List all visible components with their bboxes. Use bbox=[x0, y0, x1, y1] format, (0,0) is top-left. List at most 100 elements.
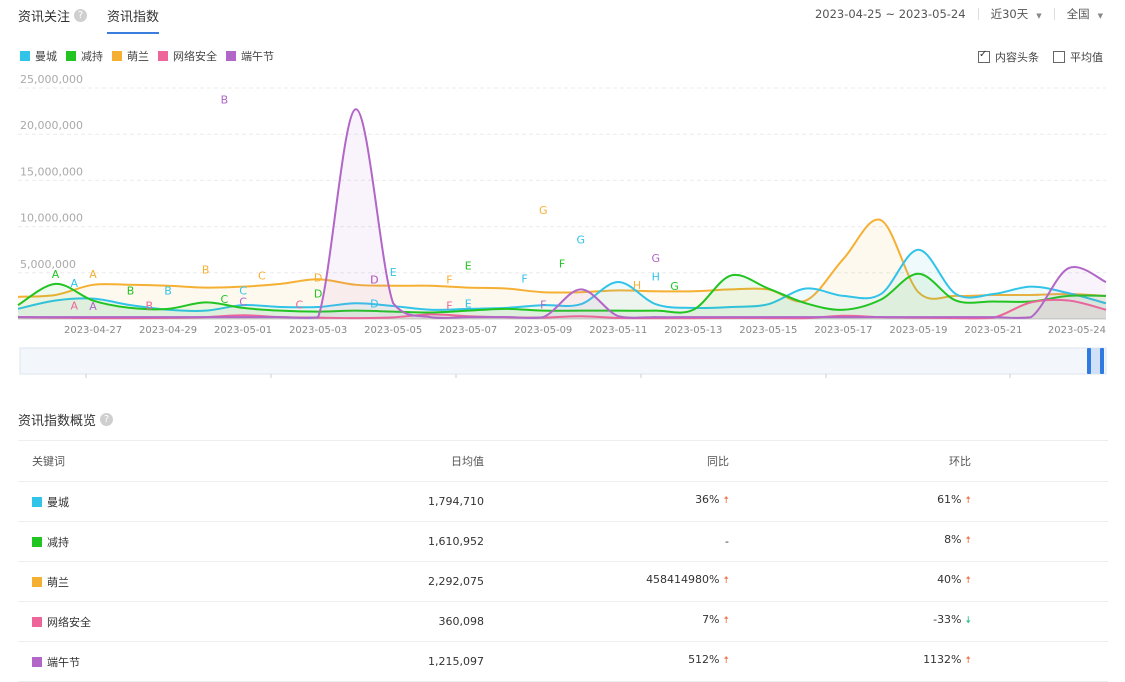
table-row: 网络安全 360,098 7% 🠅 -33% 🠇 bbox=[18, 601, 1108, 642]
annotation-label[interactable]: B bbox=[146, 299, 154, 312]
option-label: 平均值 bbox=[1070, 51, 1103, 64]
annotation-label[interactable]: C bbox=[258, 270, 266, 283]
y-tick-label: 15,000,000 bbox=[20, 165, 83, 178]
navigator-handle-right[interactable] bbox=[1100, 348, 1104, 374]
annotation-label[interactable]: D bbox=[314, 287, 322, 300]
annotation-label[interactable]: C bbox=[296, 298, 304, 311]
tab-news-index[interactable]: 资讯指数 bbox=[107, 0, 160, 34]
checkbox-checked-icon[interactable] bbox=[978, 49, 990, 63]
table-row: 端午节 1,215,097 512% 🠅 1132% 🠅 bbox=[18, 641, 1108, 682]
yoy-value: - bbox=[725, 535, 729, 548]
annotation-label[interactable]: H bbox=[652, 271, 660, 284]
annotation-label[interactable]: F bbox=[521, 273, 527, 286]
chart-options: 内容头条 平均值 bbox=[964, 49, 1103, 65]
mom-value: 1132% bbox=[923, 653, 962, 666]
x-tick-label: 2023-05-17 bbox=[814, 325, 872, 336]
legend-item-mancity[interactable]: 曼城 bbox=[20, 48, 57, 64]
region-select[interactable]: 全国 ▼ bbox=[1067, 6, 1103, 22]
x-tick-label: 2023-05-05 bbox=[364, 325, 422, 336]
cell-spacer bbox=[972, 481, 1108, 522]
x-axis: 2023-04-27 2023-04-29 2023-05-01 2023-05-03… bbox=[64, 325, 1106, 336]
annotation-label[interactable]: E bbox=[465, 260, 472, 273]
arrow-up-icon: 🠅 bbox=[723, 615, 729, 626]
keyword-swatch bbox=[32, 616, 42, 627]
cell-spacer bbox=[972, 601, 1108, 642]
annotation-label[interactable]: A bbox=[52, 268, 60, 281]
annotation-label[interactable]: C bbox=[221, 293, 229, 306]
annotation-label[interactable]: C bbox=[239, 296, 247, 309]
annotation-label[interactable]: F bbox=[559, 258, 565, 271]
cell-daily-avg: 2,292,075 bbox=[253, 561, 486, 602]
tab-news-attention-label: 资讯关注 bbox=[18, 10, 71, 25]
cell-daily-avg: 360,098 bbox=[253, 601, 486, 642]
annotation-label[interactable]: G bbox=[652, 252, 661, 265]
option-average[interactable]: 平均值 bbox=[1053, 49, 1103, 65]
arrow-up-icon: 🠅 bbox=[723, 575, 729, 586]
annotation-label[interactable]: C bbox=[239, 285, 247, 298]
legend-swatch bbox=[20, 51, 30, 61]
cell-keyword: 减持 bbox=[18, 521, 253, 562]
x-tick-label: 2023-05-07 bbox=[439, 325, 497, 336]
series-area bbox=[18, 273, 1106, 319]
annotation-label[interactable]: A bbox=[71, 277, 79, 290]
navigator-handle-left[interactable] bbox=[1087, 348, 1091, 374]
annotation-label[interactable]: A bbox=[89, 300, 97, 313]
annotation-label[interactable]: B bbox=[164, 285, 172, 298]
x-tick-label: 2023-05-21 bbox=[964, 325, 1022, 336]
option-headline[interactable]: 内容头条 bbox=[978, 49, 1039, 65]
time-navigator: 2017 2018 2019 2020 2021 2022 2023 bbox=[4, 347, 1107, 382]
mom-value: -33% bbox=[933, 613, 962, 626]
annotation-label[interactable]: G bbox=[670, 280, 679, 293]
legend-label: 减持 bbox=[81, 50, 103, 63]
arrow-up-icon: 🠅 bbox=[965, 535, 971, 546]
legend-item-cybersecurity[interactable]: 网络安全 bbox=[158, 48, 217, 64]
mom-value: 61% bbox=[937, 493, 962, 506]
x-tick-label: 2023-05-13 bbox=[664, 325, 722, 336]
date-range[interactable]: 2023-04-25 ~ 2023-05-24 bbox=[814, 7, 966, 21]
tab-news-attention[interactable]: 资讯关注 ? bbox=[18, 0, 88, 33]
help-icon[interactable]: ? bbox=[100, 413, 114, 426]
chart-legend: 曼城 减持 萌兰 网络安全 端午节 bbox=[20, 48, 283, 64]
annotation-label[interactable]: D bbox=[314, 272, 322, 285]
annotation-label[interactable]: E bbox=[390, 266, 397, 279]
navigator-track[interactable] bbox=[19, 347, 1107, 375]
period-select[interactable]: 近30天 ▼ bbox=[991, 6, 1042, 22]
annotation-label[interactable]: A bbox=[89, 268, 97, 281]
series-line bbox=[17, 248, 1107, 312]
header-daily-avg: 日均值 bbox=[253, 440, 486, 482]
yoy-value: 458414980% bbox=[646, 573, 720, 586]
table-row: 减持 1,610,952-8% 🠅 bbox=[18, 521, 1108, 562]
annotation-label[interactable]: F bbox=[446, 299, 452, 312]
overview-table: 关键词 日均值 同比 环比 曼城 1,794,710 36% 🠅 61% 🠅 减持 1,610… bbox=[18, 440, 1108, 682]
legend-item-menglan[interactable]: 萌兰 bbox=[112, 48, 149, 64]
annotation-label[interactable]: G bbox=[539, 204, 548, 217]
legend-item-dragonboat[interactable]: 端午节 bbox=[226, 48, 274, 64]
period-value: 近30天 bbox=[990, 7, 1029, 21]
annotation-label[interactable]: G bbox=[576, 234, 585, 247]
annotation-label[interactable]: D bbox=[370, 297, 378, 310]
arrow-up-icon: 🠅 bbox=[965, 655, 971, 666]
checkbox-icon[interactable] bbox=[1053, 51, 1065, 63]
cell-yoy: - bbox=[486, 521, 730, 562]
annotation-label[interactable]: D bbox=[370, 273, 378, 286]
cell-daily-avg: 1,215,097 bbox=[253, 641, 486, 682]
legend-item-reduce[interactable]: 减持 bbox=[66, 48, 103, 64]
caret-down-icon: ▼ bbox=[1036, 12, 1042, 20]
cell-mom: 1132% 🠅 bbox=[730, 641, 972, 682]
x-tick-label: 2023-05-19 bbox=[889, 325, 947, 336]
help-icon[interactable]: ? bbox=[74, 9, 88, 22]
annotation-label[interactable]: E bbox=[465, 297, 472, 310]
arrow-up-icon: 🠅 bbox=[723, 655, 729, 666]
legend-label: 萌兰 bbox=[127, 50, 149, 63]
series-line bbox=[17, 218, 1107, 303]
annotation-label[interactable]: H bbox=[633, 279, 641, 292]
annotation-label[interactable]: F bbox=[446, 273, 452, 286]
annotation-label[interactable]: B bbox=[202, 263, 210, 276]
keyword-swatch bbox=[32, 576, 42, 587]
annotation-label[interactable]: D bbox=[370, 273, 378, 286]
annotation-label[interactable]: B bbox=[221, 93, 229, 106]
annotation-label[interactable]: F bbox=[540, 298, 546, 311]
annotation-label[interactable]: A bbox=[71, 299, 79, 312]
cell-daily-avg: 1,794,710 bbox=[253, 481, 486, 522]
annotation-label[interactable]: B bbox=[127, 285, 135, 298]
